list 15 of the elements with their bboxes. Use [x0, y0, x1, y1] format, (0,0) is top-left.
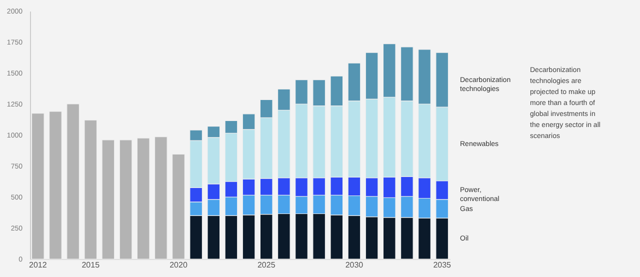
bar	[154, 136, 168, 260]
bar	[84, 120, 98, 260]
x-tick-label: 2020	[170, 260, 188, 270]
bar	[172, 154, 185, 260]
bar	[49, 111, 62, 260]
x-tick-label: 2035	[433, 260, 452, 270]
bar	[66, 104, 80, 260]
x-tick-label: 2015	[82, 260, 100, 270]
x-tick-label: 2012	[29, 260, 48, 270]
bar	[31, 113, 44, 260]
x-tick-label: 2030	[345, 260, 364, 270]
bar	[136, 138, 150, 260]
bar	[119, 140, 132, 260]
x-tick-label: 2025	[257, 260, 276, 270]
bar	[102, 140, 115, 260]
